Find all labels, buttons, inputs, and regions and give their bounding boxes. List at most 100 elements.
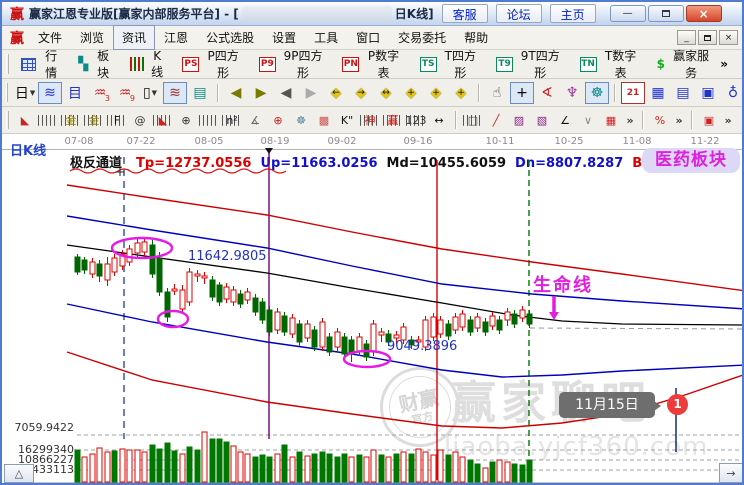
menu-item-0[interactable]: 文件 <box>38 31 63 45</box>
tool-h-measure[interactable]: ↔ <box>428 110 450 130</box>
tool-fan-box[interactable]: ▨ <box>508 110 530 130</box>
tool-angles-box[interactable]: ▧ <box>531 110 553 130</box>
tool-expand-diamond[interactable]: ◆ ↔ <box>374 82 398 104</box>
tool-goto-last[interactable]: ▶ <box>249 82 273 104</box>
tool-percent-tool[interactable]: % <box>649 110 671 130</box>
toolbar-button-9t-square[interactable]: T9 9T四方形 <box>489 44 571 84</box>
tool-goto-first[interactable]: ◀ <box>224 82 248 104</box>
tool-fibonacci-lines[interactable]: F <box>106 110 128 130</box>
tool-n-square[interactable]: n² <box>221 110 243 130</box>
minimize-button[interactable]: — <box>609 5 646 22</box>
tool-wave-3[interactable]: ♒ 3 <box>88 82 112 104</box>
tool-golden-ratio-h[interactable]: 金 <box>60 110 82 130</box>
pane-toggle-button[interactable]: △ <box>4 464 34 483</box>
tool-more-tools-3[interactable]: » <box>721 110 735 130</box>
tool-crosshair-tool[interactable]: + <box>510 81 534 104</box>
child-minimize-button[interactable]: _ <box>677 30 696 45</box>
tool-chip-distribution[interactable]: ▤ <box>188 82 212 104</box>
tool-golden-ratio-v[interactable]: 金 <box>83 110 105 130</box>
tool-hand-tool[interactable]: ☝ <box>485 82 509 104</box>
menu-item-6[interactable]: 工具 <box>314 31 339 45</box>
tool-grid-yellow[interactable]: ▣ <box>698 110 720 130</box>
tool-zoom-out-diamond[interactable]: ◆ + <box>449 82 473 104</box>
tool-network-tool[interactable]: ♁ <box>721 82 742 104</box>
kline-label: K线 <box>151 48 164 79</box>
toolbar-button-p-number-table[interactable]: PN P数字表 <box>335 44 410 84</box>
tool-web-tool[interactable]: ☸ <box>585 81 609 104</box>
sector-tag[interactable]: 医药板块 <box>642 148 740 173</box>
forum-button[interactable]: 论坛 <box>495 4 542 23</box>
tool-compress-diamond[interactable]: ◆ + <box>399 82 423 104</box>
tool-more-tools-2[interactable]: » <box>672 110 686 130</box>
wave-3-icon: ♒ <box>93 84 107 101</box>
tool-zoom-in-diamond[interactable]: ◆ + <box>424 82 448 104</box>
tool-shift-left-diamond[interactable]: ◆ ← <box>324 82 348 104</box>
customer-service-button[interactable]: 客服 <box>441 4 488 23</box>
tool-grid-tool[interactable]: ▦ <box>600 110 622 130</box>
tool-candle-style[interactable]: ▯ ▼ <box>138 82 162 104</box>
app-logo-icon: 赢 <box>10 6 24 23</box>
toolbar-button-9p-square[interactable]: P9 9P四方形 <box>252 44 333 84</box>
tool-calculator-tool[interactable]: ▦ <box>646 82 670 104</box>
menu-item-4[interactable]: 公式选股 <box>206 31 255 45</box>
tool-gann-target[interactable]: ⊕ <box>267 110 289 130</box>
tool-step-forward[interactable]: ▶ <box>299 82 323 104</box>
toolbar-button-p-square[interactable]: PS P四方形 <box>175 44 249 84</box>
tool-gann-fan[interactable]: ╱ <box>485 110 507 130</box>
toolbar-button-t-number-table[interactable]: TN T数字表 <box>573 44 648 84</box>
tool-gann-lines[interactable] <box>37 110 59 130</box>
homepage-button[interactable]: 主页 <box>549 4 596 23</box>
menu-item-2[interactable]: 资讯 <box>113 25 156 50</box>
tool-calendar-tool[interactable]: 21 <box>621 81 645 104</box>
toolbar-overflow-icon[interactable]: » <box>720 57 728 71</box>
tool-mirror-angle[interactable]: ∡ <box>244 110 266 130</box>
menu-item-8[interactable]: 交易委托 <box>398 31 447 45</box>
tool-save-tool[interactable]: ▣ <box>696 82 720 104</box>
tool-spider-web[interactable]: ☸ <box>290 110 312 130</box>
tool-box-tool[interactable]: □ <box>462 110 484 130</box>
child-close-button[interactable]: × <box>719 30 738 45</box>
notes-tool-icon: ▤ <box>676 84 690 101</box>
menu-item-5[interactable]: 设置 <box>272 31 297 45</box>
toolbar-button-t-square[interactable]: TS T四方形 <box>413 44 487 84</box>
menu-item-7[interactable]: 窗口 <box>356 31 381 45</box>
tool-shen-lines[interactable]: 神 <box>359 110 381 130</box>
menu-item-3[interactable]: 江恩 <box>164 31 189 45</box>
menu-item-1[interactable]: 浏览 <box>80 31 105 45</box>
toolbar-button-quotes[interactable]: 行情 <box>14 44 69 84</box>
close-button[interactable]: × <box>685 5 722 22</box>
tool-more-tools-1[interactable]: » <box>623 110 637 130</box>
toolbar-button-kline[interactable]: K线 <box>123 46 173 83</box>
tool-gann-circle[interactable]: ⊕ <box>175 110 197 130</box>
tool-shift-right-diamond[interactable]: ◆ → <box>349 82 373 104</box>
tool-draw-brush[interactable]: ◣ <box>14 110 36 130</box>
scroll-right-button[interactable]: → <box>719 463 742 483</box>
tool-ying-lines[interactable]: 赢 <box>382 110 404 130</box>
tool-spiral-tool[interactable]: @ <box>129 110 151 130</box>
indicator-name[interactable]: 极反通道 <box>70 156 123 171</box>
tool-step-back[interactable]: ◀ <box>274 82 298 104</box>
tool-percent-lines[interactable] <box>198 110 220 130</box>
tool-v-wave[interactable]: ∨ <box>577 110 599 130</box>
toolbar-button-sectors[interactable]: ▚ 板块 <box>71 44 121 84</box>
tool-info-list[interactable]: 目 <box>63 82 87 104</box>
tool-brush-lines[interactable]: ◣ <box>152 110 174 130</box>
x-axis-date: 07-08 <box>64 136 94 147</box>
tool-compass-tool[interactable]: ♆ <box>560 82 584 104</box>
calculator-tool-icon: ▦ <box>651 84 665 101</box>
tool-notes-tool[interactable]: ▤ <box>671 82 695 104</box>
restore-button[interactable] <box>647 5 684 22</box>
notification-badge[interactable]: 1 <box>667 394 688 415</box>
tool-main-chart-toggle[interactable]: ≋ <box>38 81 62 104</box>
tool-gann-wave[interactable]: ≋ <box>163 81 187 104</box>
toolbar-button-winner-service[interactable]: $ 赢家服务 <box>650 44 721 84</box>
tool-angle-tool[interactable]: ∢ <box>535 82 559 104</box>
tool-wave-9[interactable]: ♒ 9 <box>113 82 137 104</box>
child-restore-button[interactable] <box>698 30 717 45</box>
tool-web-box[interactable]: ▩ <box>313 110 335 130</box>
tool-period-day[interactable]: 日 ▼ <box>13 82 37 104</box>
tool-k-mark[interactable]: K" <box>336 110 358 130</box>
tool-ruler-123[interactable]: 123 <box>405 110 427 130</box>
tool-angle-rays[interactable]: ∠ <box>554 110 576 130</box>
menu-item-9[interactable]: 帮助 <box>464 31 489 45</box>
